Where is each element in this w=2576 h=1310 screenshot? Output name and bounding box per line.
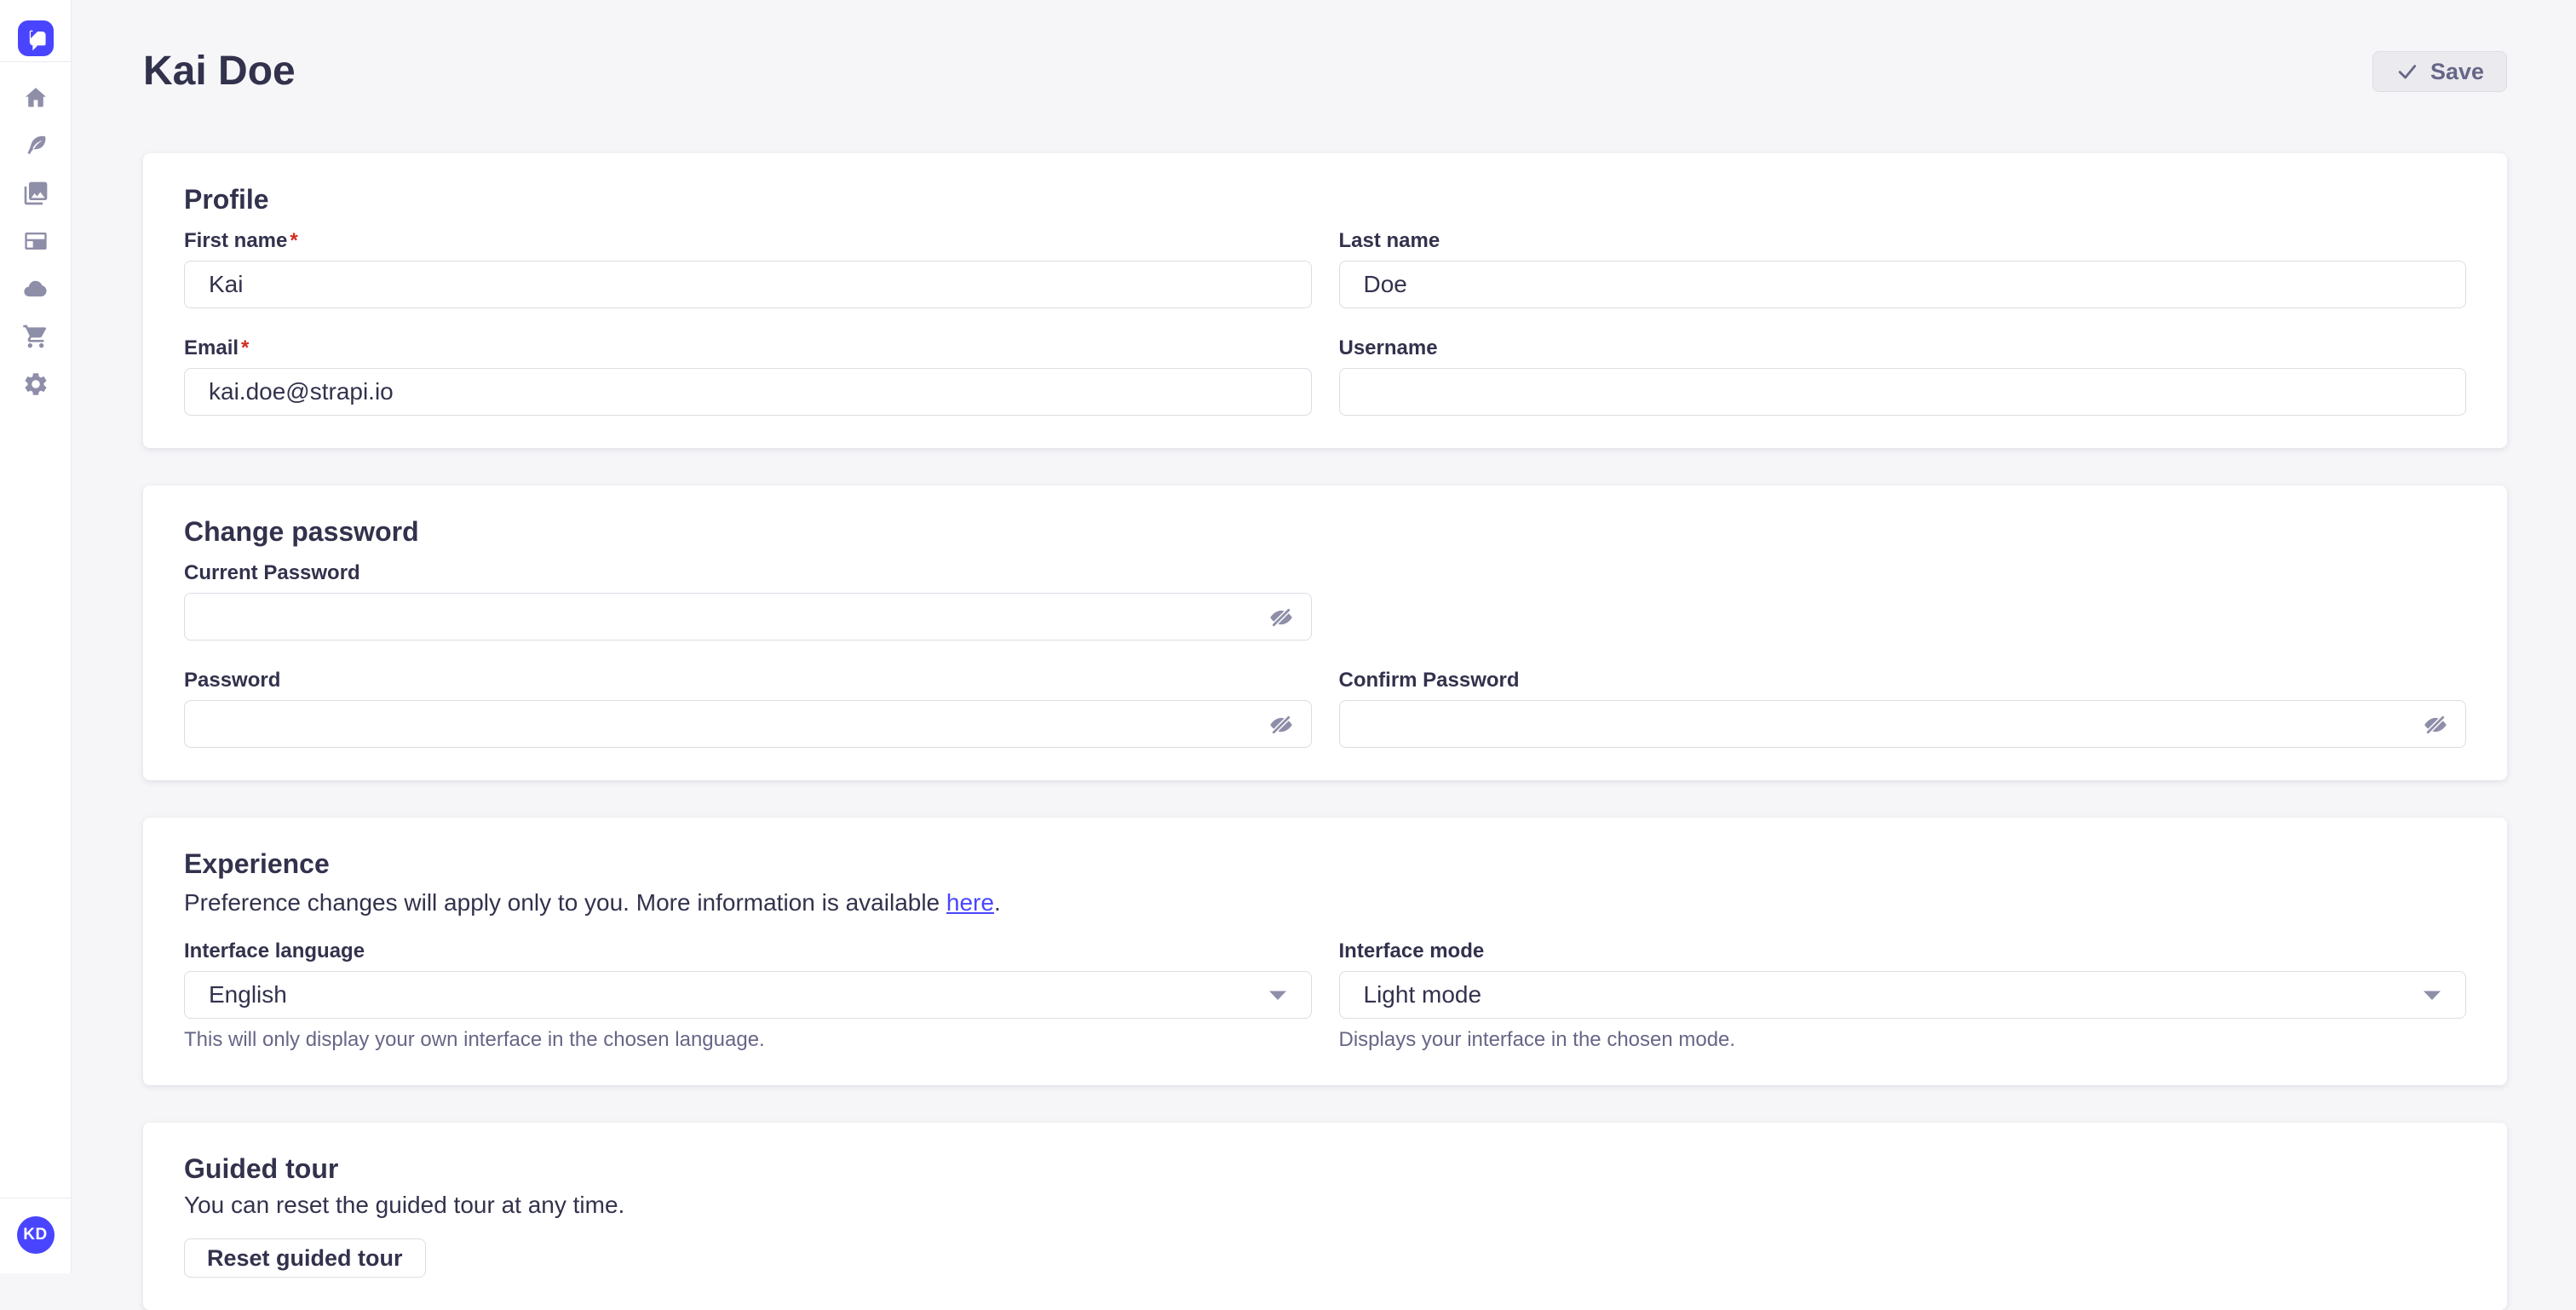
- username-input[interactable]: [1338, 368, 2466, 416]
- experience-description: Preference changes will apply only to yo…: [184, 888, 2466, 918]
- page-title: Kai Doe: [143, 49, 296, 94]
- spacer-cell: [1339, 560, 2467, 641]
- first-name-label: First name *: [184, 228, 1312, 254]
- password-field-group: Password: [184, 668, 1312, 748]
- email-field-group: Email *: [184, 336, 1312, 416]
- guided-tour-card: Guided tour You can reset the guided tou…: [143, 1123, 2507, 1310]
- first-name-input[interactable]: [184, 261, 1312, 308]
- last-name-field-group: Last name: [1338, 228, 2466, 308]
- toggle-password-visibility-button[interactable]: [1268, 711, 1295, 738]
- sidebar-item-settings[interactable]: [22, 371, 49, 398]
- current-password-input[interactable]: [184, 593, 1312, 641]
- interface-mode-label: Interface mode: [1338, 939, 1485, 962]
- username-label: Username: [1338, 336, 1438, 359]
- media-library-icon: [24, 181, 47, 205]
- current-password-label: Current Password: [184, 561, 360, 584]
- email-label: Email *: [184, 336, 1312, 361]
- layout-icon: [24, 233, 47, 250]
- change-password-card: Change password Current Password: [143, 486, 2507, 780]
- password-input-wrap: [184, 700, 1312, 748]
- current-password-field-group: Current Password: [184, 560, 1312, 641]
- eye-off-icon: [2424, 713, 2447, 737]
- interface-mode-value: Light mode: [1363, 981, 1482, 1008]
- eye-off-icon: [1269, 606, 1292, 629]
- page-header: Kai Doe Save: [143, 0, 2507, 97]
- confirm-password-input-wrap: [1338, 700, 2466, 748]
- strapi-logo[interactable]: [17, 20, 54, 56]
- interface-language-value: English: [209, 981, 287, 1008]
- interface-language-label: Interface language: [184, 939, 365, 962]
- sidebar-divider: [0, 61, 72, 62]
- interface-language-select[interactable]: English: [184, 971, 1312, 1019]
- interface-mode-field-group: Interface mode Light mode Displays your …: [1338, 939, 2466, 1053]
- cloud-icon: [23, 280, 47, 297]
- check-icon: [2398, 65, 2417, 79]
- gear-icon: [25, 373, 46, 395]
- feather-icon: [26, 135, 45, 155]
- home-icon: [25, 88, 46, 107]
- sidebar-item-content-type-builder[interactable]: [22, 227, 49, 255]
- required-asterisk: *: [241, 336, 250, 359]
- experience-description-period: .: [993, 889, 1001, 916]
- save-button[interactable]: Save: [2372, 51, 2507, 92]
- strapi-logo-icon: [29, 30, 46, 51]
- email-input[interactable]: [184, 368, 1312, 416]
- password-input[interactable]: [184, 700, 1312, 748]
- guided-tour-description: You can reset the guided tour at any tim…: [184, 1192, 625, 1218]
- confirm-password-label: Confirm Password: [1338, 669, 1520, 692]
- confirm-password-input[interactable]: [1338, 700, 2466, 748]
- email-label-text: Email: [184, 336, 239, 359]
- experience-description-text: Preference changes will apply only to yo…: [184, 889, 946, 916]
- sidebar-footer: KD: [0, 1198, 72, 1273]
- first-name-field-group: First name *: [184, 228, 1312, 308]
- sidebar-nav: [22, 84, 49, 398]
- more-information-link[interactable]: here: [946, 889, 994, 916]
- sidebar: KD: [0, 0, 72, 1273]
- interface-language-field-group: Interface language English This will onl…: [184, 939, 1312, 1053]
- avatar[interactable]: KD: [16, 1216, 55, 1254]
- last-name-label: Last name: [1338, 229, 1440, 252]
- guided-tour-heading: Guided tour: [184, 1153, 339, 1184]
- experience-heading: Experience: [184, 848, 330, 879]
- chevron-down-icon: [2424, 991, 2441, 1000]
- first-name-label-text: First name: [184, 229, 288, 252]
- toggle-current-password-visibility-button[interactable]: [1268, 604, 1295, 631]
- sidebar-item-marketplace[interactable]: [22, 323, 49, 350]
- reset-guided-tour-button[interactable]: Reset guided tour: [184, 1238, 426, 1278]
- last-name-input[interactable]: [1338, 261, 2466, 308]
- sidebar-item-home[interactable]: [22, 84, 49, 112]
- username-field-group: Username: [1338, 336, 2466, 416]
- profile-heading: Profile: [184, 184, 269, 215]
- interface-mode-hint: Displays your interface in the chosen mo…: [1338, 1028, 1736, 1051]
- sidebar-item-cloud[interactable]: [22, 275, 49, 302]
- profile-grid: First name* Last name Email* Username: [184, 228, 2466, 416]
- chevron-down-icon: [1268, 991, 1286, 1000]
- current-password-input-wrap: [184, 593, 1312, 641]
- confirm-password-field-group: Confirm Password: [1338, 668, 2466, 748]
- save-button-label: Save: [2429, 58, 2484, 84]
- interface-language-hint: This will only display your own interfac…: [184, 1028, 765, 1051]
- toggle-confirm-password-visibility-button[interactable]: [2422, 711, 2449, 738]
- change-password-grid: Current Password Password: [184, 560, 2466, 748]
- sidebar-item-media-library[interactable]: [22, 180, 49, 207]
- cart-icon: [22, 325, 46, 348]
- main-content: Kai Doe Save Profile First name* Last na…: [72, 0, 2576, 1310]
- password-label: Password: [184, 669, 281, 692]
- eye-off-icon: [1269, 713, 1292, 737]
- interface-mode-select[interactable]: Light mode: [1338, 971, 2466, 1019]
- experience-grid: Interface language English This will onl…: [184, 939, 2466, 1053]
- change-password-heading: Change password: [184, 516, 419, 547]
- experience-card: Experience Preference changes will apply…: [143, 818, 2507, 1085]
- profile-card: Profile First name* Last name Email* Use…: [143, 153, 2507, 448]
- sidebar-item-content-manager[interactable]: [22, 132, 49, 159]
- required-asterisk: *: [290, 229, 298, 252]
